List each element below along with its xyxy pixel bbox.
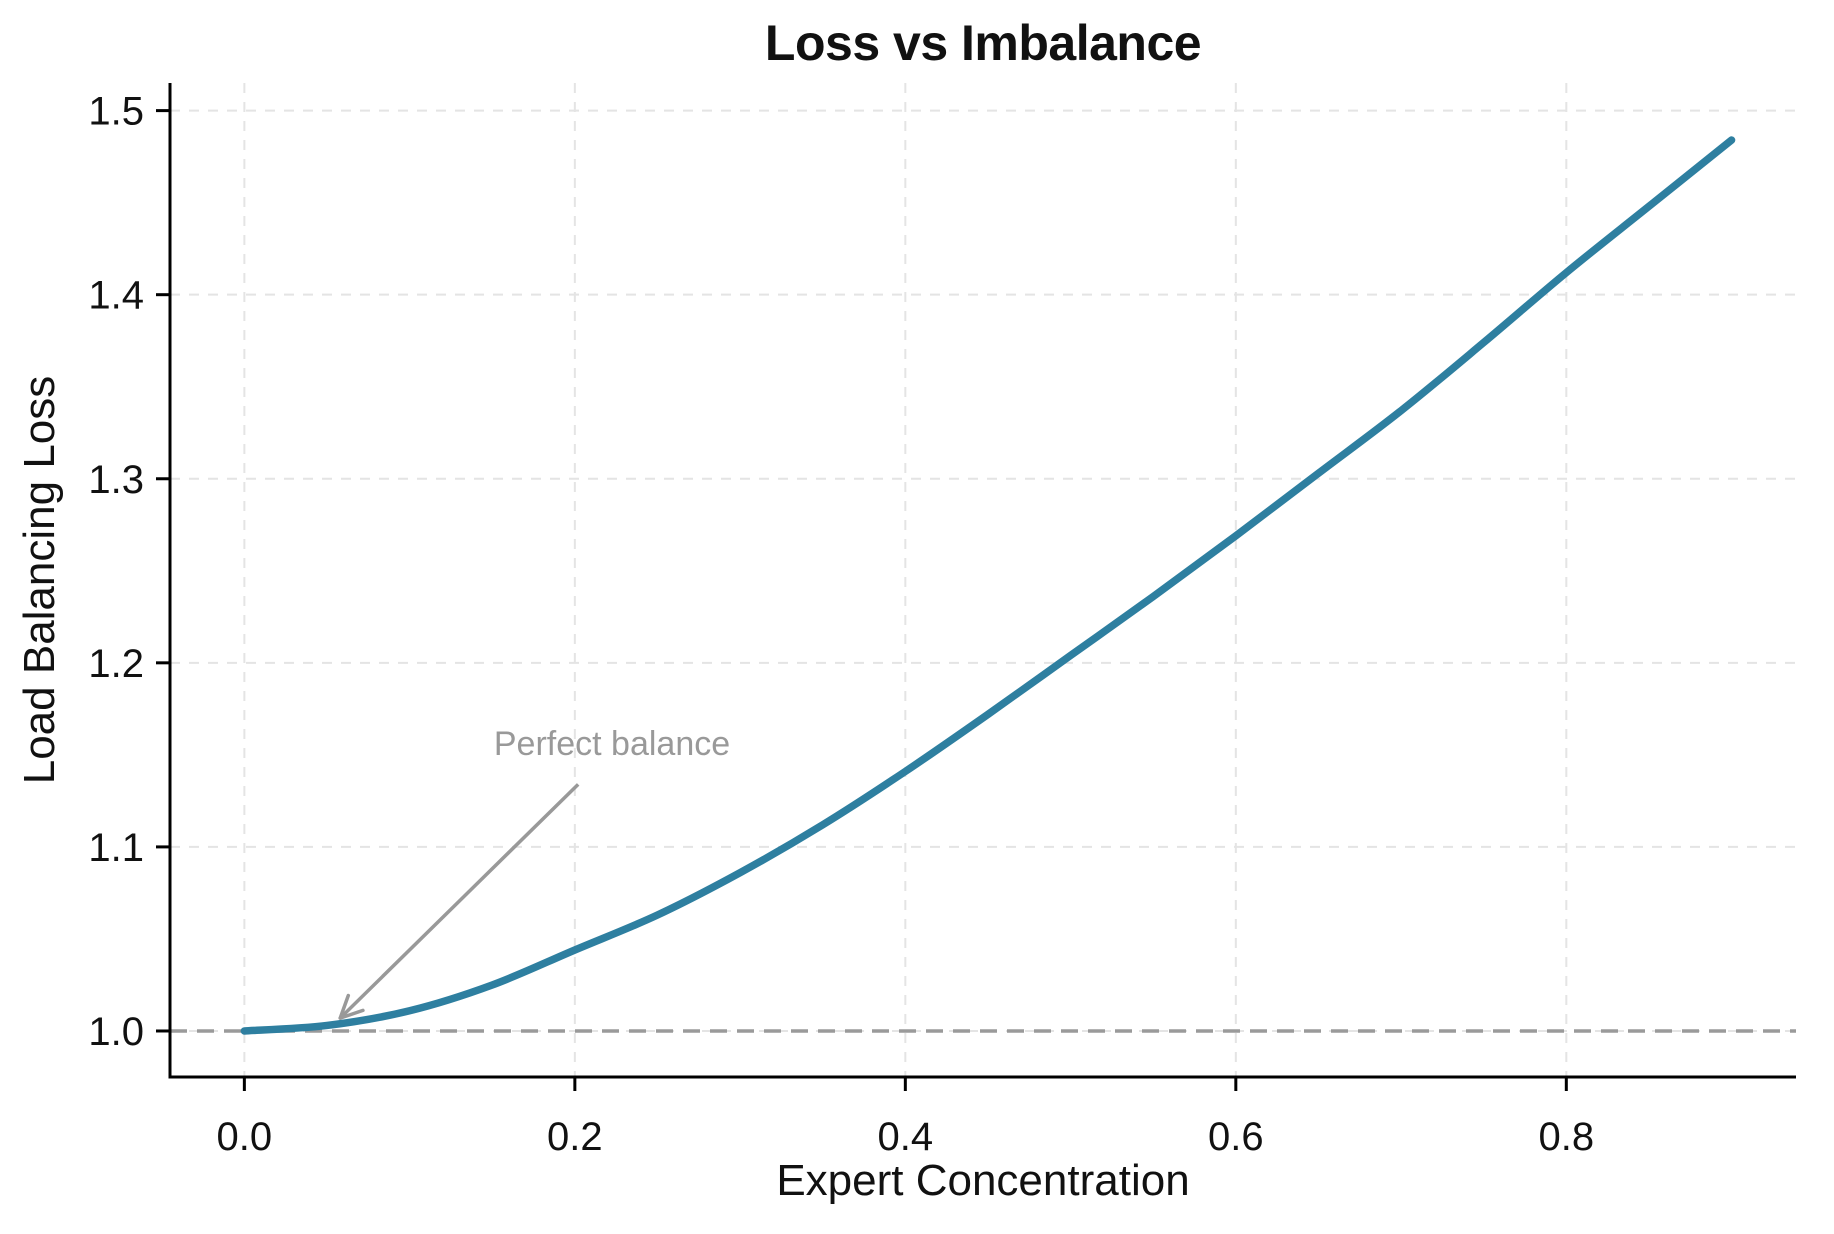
arrow-head xyxy=(338,1008,365,1020)
arrow-shaft xyxy=(338,783,580,1020)
x-axis-label: Expert Concentration xyxy=(776,1156,1190,1205)
chart-title: Loss vs Imbalance xyxy=(764,15,1202,71)
axes-spines xyxy=(168,83,1796,1079)
annotation-perfect-balance: Perfect balance xyxy=(493,724,731,763)
x-tick-label: 0.6 xyxy=(1208,1115,1264,1159)
grid xyxy=(170,83,1796,1077)
y-tick-label: 1.5 xyxy=(88,90,144,134)
y-tick-label: 1.0 xyxy=(88,1010,144,1054)
arrow-head xyxy=(338,993,351,1020)
y-tick-label: 1.4 xyxy=(88,274,144,318)
y-tick-label: 1.1 xyxy=(88,826,144,870)
x-tick-label: 0.0 xyxy=(217,1115,273,1159)
axis-ticks-and-labels: 0.0 0.2 0.4 0.6 0.8 1.0 1.1 1.2 1.3 1.4 1.5 xyxy=(88,90,1594,1159)
y-axis-label: Load Balancing Loss xyxy=(15,375,64,785)
annotation-arrow xyxy=(338,783,580,1020)
x-tick-label: 0.8 xyxy=(1539,1115,1595,1159)
x-tick-label: 0.2 xyxy=(547,1115,603,1159)
x-tick-label: 0.4 xyxy=(878,1115,934,1159)
load-balancing-loss-curve xyxy=(240,136,1736,1035)
y-tick-label: 1.3 xyxy=(88,458,144,502)
y-tick-label: 1.2 xyxy=(88,642,144,686)
series-group xyxy=(240,136,1736,1035)
